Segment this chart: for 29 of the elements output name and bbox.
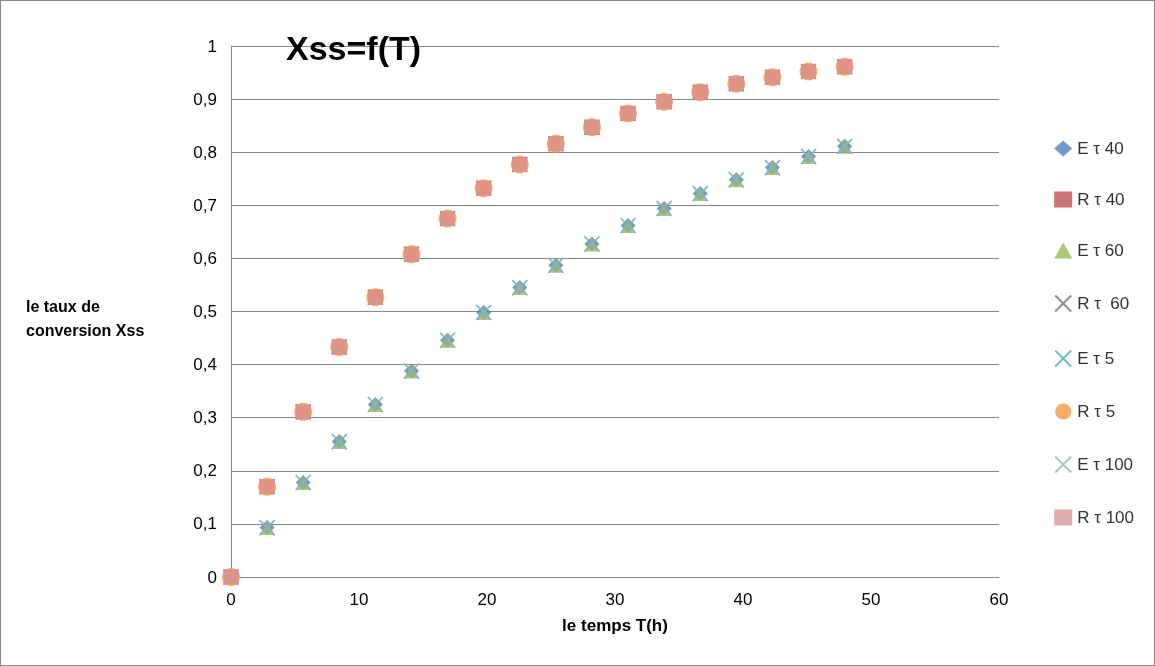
x-tick-label: 40	[733, 590, 753, 609]
x-tick-label: 20	[477, 590, 497, 609]
y-tick-label: 0,3	[193, 408, 217, 428]
legend-label: E τ 5	[1077, 349, 1115, 368]
y-tick-label: 0,9	[193, 89, 217, 109]
x-tick-label: 0	[226, 590, 236, 609]
y-axis-title: le taux de conversion Xss	[26, 297, 145, 339]
y-tick-label: 0,4	[193, 355, 217, 375]
legend-label: R τ 40	[1077, 190, 1125, 209]
legend-label: R τ 100	[1077, 508, 1135, 527]
x-tick-label: 30	[605, 590, 625, 609]
legend-label: E τ 100	[1077, 455, 1134, 474]
x-axis-title: le temps T(h)	[562, 616, 668, 635]
y-tick-label: 1	[207, 36, 217, 56]
y-tick-label: 0	[207, 567, 217, 587]
y-tick-label: 0,5	[193, 302, 217, 321]
x-tick-label: 10	[349, 590, 369, 609]
x-tick-label: 60	[989, 590, 1009, 609]
y-tick-label: 0,7	[193, 195, 217, 215]
legend-label: E τ 60	[1077, 241, 1124, 260]
chart-title: Xss=f(T)	[286, 29, 422, 67]
y-tick-label: 0,8	[193, 142, 217, 162]
legend-label: R τ 5	[1077, 402, 1116, 421]
legend-label: E τ 40	[1077, 139, 1124, 158]
y-tick-label: 0,6	[193, 248, 217, 268]
x-tick-label: 50	[861, 590, 881, 609]
y-tick-label: 0,2	[193, 461, 217, 481]
legend-label: R τ 60	[1077, 294, 1130, 313]
y-tick-label: 0,1	[193, 514, 217, 534]
